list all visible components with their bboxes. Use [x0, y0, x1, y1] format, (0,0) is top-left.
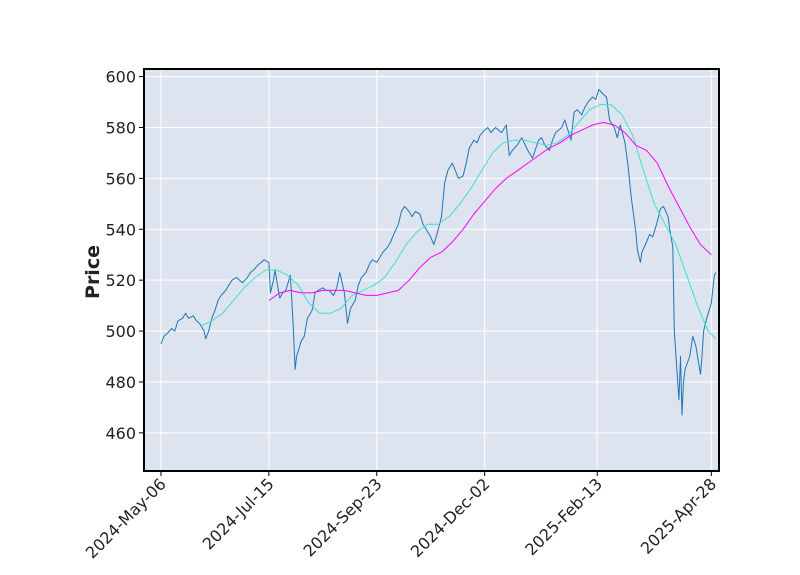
y-axis-title: Price: [82, 245, 104, 299]
y-tick-label: 460: [105, 424, 136, 443]
series-line-price: [160, 88, 717, 416]
plot-area: [144, 69, 719, 471]
y-tick-label: 500: [105, 322, 136, 341]
y-tick-label: 520: [105, 271, 136, 290]
series-line-ma_short: [200, 104, 717, 340]
y-tick-label: 560: [105, 169, 136, 188]
y-tick-label: 600: [105, 68, 136, 87]
series-line-ma_long: [268, 121, 712, 301]
series-group: [160, 88, 717, 416]
y-tick-label: 480: [105, 373, 136, 392]
y-tick-label: 540: [105, 220, 136, 239]
y-tick-label: 580: [105, 119, 136, 138]
plot-frame: [143, 68, 720, 472]
y-axis: 460 480 500 520 540 560 580 600: [105, 68, 144, 443]
